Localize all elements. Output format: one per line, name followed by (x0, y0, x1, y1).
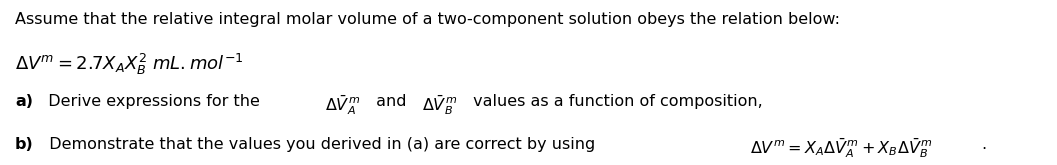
Text: Assume that the relative integral molar volume of a two-component solution obeys: Assume that the relative integral molar … (15, 12, 840, 27)
Text: Demonstrate that the values you derived in (a) are correct by using: Demonstrate that the values you derived … (39, 137, 600, 152)
Text: .: . (982, 137, 987, 152)
Text: $\Delta V^m = 2.7X_AX_B^2\ mL.mol^{-1}$: $\Delta V^m = 2.7X_AX_B^2\ mL.mol^{-1}$ (15, 52, 243, 77)
Text: $\Delta\bar{V}_B^{\,m}$: $\Delta\bar{V}_B^{\,m}$ (422, 94, 458, 117)
Text: Derive expressions for the: Derive expressions for the (38, 94, 264, 109)
Text: a): a) (15, 94, 33, 109)
Text: $\Delta\bar{V}_A^{\,m}$: $\Delta\bar{V}_A^{\,m}$ (326, 94, 361, 117)
Text: b): b) (15, 137, 34, 152)
Text: $\Delta V^m = X_A\Delta\bar{V}_A^{\,m} + X_B\Delta\bar{V}_B^{\,m}$: $\Delta V^m = X_A\Delta\bar{V}_A^{\,m} +… (749, 137, 933, 160)
Text: values as a function of composition,: values as a function of composition, (468, 94, 762, 109)
Text: and: and (371, 94, 411, 109)
